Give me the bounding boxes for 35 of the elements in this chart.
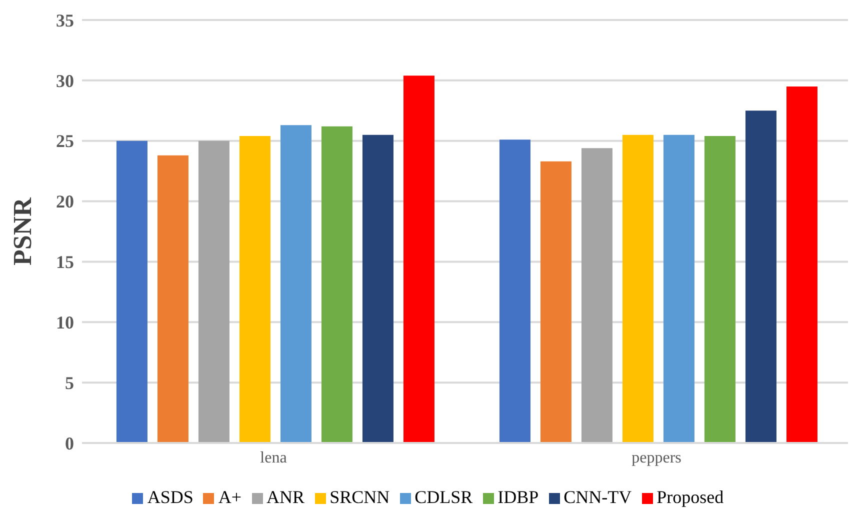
- legend-label: A+: [218, 487, 242, 507]
- bar: [321, 126, 352, 443]
- bar: [663, 134, 694, 443]
- y-tick-label: 35: [56, 10, 74, 30]
- bar: [540, 161, 572, 443]
- bar: [116, 140, 148, 443]
- y-tick-label: 0: [65, 433, 74, 454]
- legend-label: CDLSR: [414, 487, 473, 507]
- y-tick-label: 25: [56, 131, 74, 152]
- bar: [403, 76, 434, 443]
- bar: [745, 110, 776, 443]
- bar: [280, 125, 312, 443]
- x-tick-label: peppers: [632, 449, 682, 466]
- bar: [157, 155, 188, 443]
- legend-label: Proposed: [656, 487, 724, 507]
- legend-label: ANR: [266, 487, 305, 507]
- bar: [362, 134, 394, 443]
- legend-label: ASDS: [147, 487, 194, 507]
- bar: [622, 134, 654, 443]
- bar: [239, 136, 270, 443]
- bar: [704, 136, 736, 443]
- bar: [581, 148, 612, 443]
- y-axis-title: PSNR: [8, 197, 38, 266]
- bar: [198, 140, 230, 443]
- y-tick-label: 10: [56, 312, 74, 333]
- y-tick-label: 20: [56, 192, 74, 212]
- legend-label: CNN-TV: [564, 487, 632, 507]
- legend-label: SRCNN: [330, 487, 390, 507]
- bar: [786, 86, 818, 443]
- y-tick-label: 15: [56, 252, 74, 272]
- legend-label: IDBP: [498, 487, 539, 507]
- bar: [499, 140, 530, 443]
- y-tick-label: 30: [56, 70, 74, 91]
- y-tick-label: 5: [65, 372, 74, 393]
- x-tick-label: lena: [260, 449, 287, 466]
